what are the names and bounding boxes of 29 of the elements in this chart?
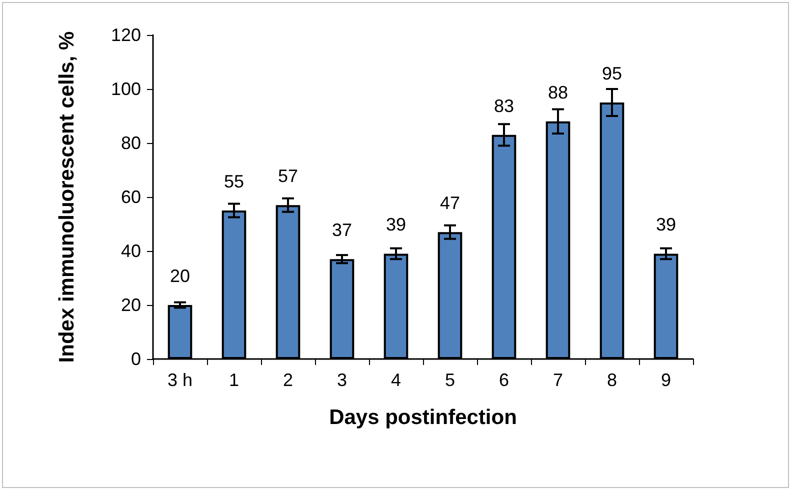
y-tick-label: 0 xyxy=(130,349,141,369)
x-axis-title: Days postinfection xyxy=(329,406,517,429)
data-label: 95 xyxy=(602,64,622,84)
x-tick-label: 6 xyxy=(498,370,510,390)
x-tick-label: 1 xyxy=(228,370,240,390)
y-tick-label: 40 xyxy=(120,241,141,261)
x-tick-label: 4 xyxy=(390,370,402,390)
x-tick-label: 3 xyxy=(336,370,348,390)
x-tick-label: 7 xyxy=(552,370,564,390)
data-label: 83 xyxy=(494,96,514,116)
data-label: 39 xyxy=(386,214,406,235)
x-tick-label: 3 h xyxy=(167,370,193,390)
data-label: 55 xyxy=(224,172,244,192)
data-label: 57 xyxy=(278,166,298,186)
data-label: 47 xyxy=(440,193,460,214)
x-tick-label: 8 xyxy=(606,370,618,390)
data-label: 88 xyxy=(548,82,568,102)
data-label: 37 xyxy=(332,220,352,240)
y-tick-label: 100 xyxy=(110,79,141,99)
data-label: 20 xyxy=(170,266,190,286)
y-tick-label: 80 xyxy=(120,133,141,153)
data-label: 39 xyxy=(656,214,676,235)
y-tick-label: 60 xyxy=(120,187,141,207)
y-tick-label: 20 xyxy=(120,295,141,315)
x-tick-label: 2 xyxy=(282,370,294,390)
x-tick-label: 9 xyxy=(660,370,672,390)
y-axis-title: Index immunoluorescent cells, % xyxy=(56,30,78,363)
y-tick-label: 120 xyxy=(110,25,141,45)
x-tick-label: 5 xyxy=(444,370,456,390)
